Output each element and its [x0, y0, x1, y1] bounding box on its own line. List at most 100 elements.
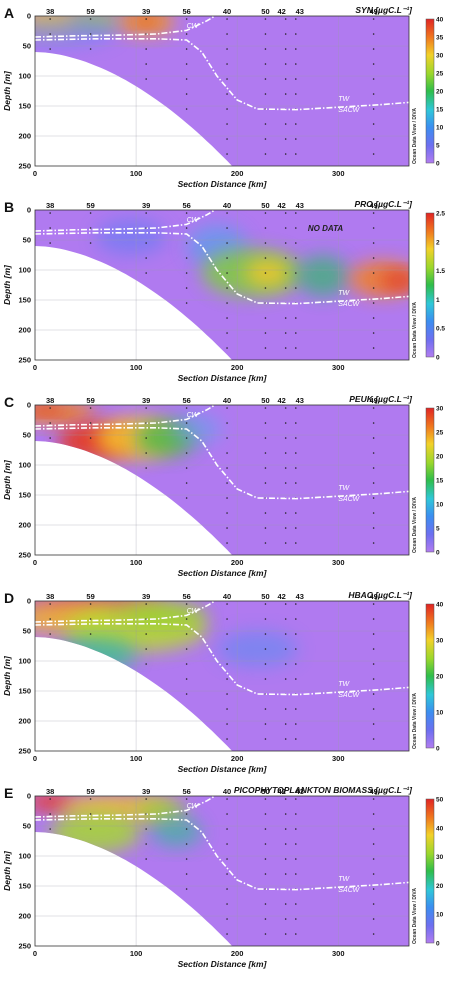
sample-point — [226, 497, 228, 499]
station-label: 42 — [278, 787, 286, 796]
sample-point — [284, 63, 287, 65]
y-tick-label: 200 — [18, 717, 31, 726]
colorbar — [425, 407, 435, 553]
sample-point — [264, 708, 267, 710]
x-axis-label: Section Distance [km] — [178, 764, 268, 774]
sample-point — [185, 93, 188, 95]
sample-point — [89, 828, 92, 830]
sample-point — [185, 272, 188, 274]
panel-title: HBAC [µgC.L⁻¹] — [348, 590, 413, 600]
sample-point — [185, 693, 188, 695]
sample-point — [145, 663, 147, 665]
sample-point — [89, 633, 92, 635]
sample-point — [284, 452, 287, 454]
sample-point — [49, 828, 51, 830]
sample-point — [294, 858, 297, 860]
colorbar-tick-label: 35 — [436, 35, 444, 42]
y-tick-label: 200 — [18, 521, 31, 530]
sample-point — [372, 287, 375, 289]
sample-point — [294, 918, 297, 920]
panel-letter: B — [4, 199, 14, 215]
cw-label: CW — [187, 217, 200, 224]
station-label: 39 — [142, 787, 150, 796]
cw-boundary — [34, 209, 216, 232]
sample-point — [372, 482, 375, 484]
sample-point — [145, 78, 147, 80]
panel-letter: E — [4, 785, 13, 801]
sample-point — [372, 723, 375, 725]
y-tick-label: 200 — [18, 326, 31, 335]
x-tick-label: 0 — [33, 558, 37, 567]
concentration-patch — [151, 817, 202, 847]
concentration-patch — [171, 414, 223, 444]
sample-point — [284, 678, 287, 680]
sample-point — [372, 437, 375, 439]
station-label: 39 — [142, 396, 150, 405]
sample-point — [294, 603, 297, 605]
sample-point — [294, 257, 297, 259]
sample-point — [372, 828, 375, 830]
sample-point — [185, 242, 188, 244]
station-label: 40 — [223, 787, 231, 796]
sample-point — [89, 212, 92, 214]
sample-point — [264, 78, 267, 80]
sample-point — [294, 227, 297, 229]
sample-point — [294, 933, 297, 935]
x-tick-label: 300 — [332, 363, 345, 372]
sample-point — [49, 407, 51, 409]
x-tick-label: 200 — [231, 558, 244, 567]
sacw-label: SACW — [338, 496, 360, 503]
sample-point — [226, 317, 228, 319]
sample-point — [226, 242, 228, 244]
sample-point — [226, 153, 228, 155]
panel-title: PEUK [µgC.L⁻¹] — [349, 394, 413, 404]
y-tick-label: 250 — [18, 942, 31, 951]
y-tick-label: 250 — [18, 551, 31, 560]
sample-point — [185, 497, 188, 499]
y-tick-label: 150 — [18, 491, 31, 500]
colorbar-tick-label: 30 — [436, 406, 444, 413]
sample-point — [89, 618, 92, 620]
station-labels: 38 59 39 56 40 50 42 43 49 — [46, 7, 378, 16]
sample-point — [185, 467, 188, 469]
sample-point — [226, 482, 228, 484]
sample-point — [294, 452, 297, 454]
sample-point — [145, 858, 147, 860]
x-tick-label: 0 — [33, 754, 37, 763]
sample-point — [264, 633, 267, 635]
sample-dots — [49, 407, 375, 544]
station-label: 49 — [369, 396, 377, 405]
colorbar-tick-label: 10 — [436, 710, 444, 717]
sample-point — [226, 738, 228, 740]
sample-point — [226, 212, 228, 214]
sample-point — [372, 527, 375, 529]
sample-point — [185, 618, 188, 620]
station-label: 50 — [261, 201, 269, 210]
concentration-patch — [125, 604, 207, 628]
x-tick-label: 100 — [130, 949, 143, 958]
sample-point — [185, 633, 188, 635]
sample-point — [264, 287, 267, 289]
sample-point — [226, 858, 228, 860]
sample-point — [264, 903, 267, 905]
y-tick-label: 100 — [18, 266, 31, 275]
credit-label: Ocean Data View / DIVA — [412, 693, 418, 749]
sample-point — [294, 678, 297, 680]
sample-point — [294, 242, 297, 244]
y-axis-label: Depth [m] — [2, 459, 12, 500]
sample-point — [89, 407, 92, 409]
station-label: 42 — [278, 201, 286, 210]
sample-point — [372, 452, 375, 454]
tw-sacw-boundary — [34, 427, 410, 500]
x-tick-label: 200 — [231, 949, 244, 958]
sample-point — [372, 512, 375, 514]
x-tick-label: 200 — [231, 363, 244, 372]
sample-point — [89, 48, 92, 50]
sample-point — [226, 828, 228, 830]
sample-point — [294, 48, 297, 50]
sample-point — [145, 63, 147, 65]
concentration-patch — [136, 799, 187, 823]
y-tick-label: 0 — [27, 206, 31, 215]
sample-point — [89, 813, 92, 815]
y-tick-label: 0 — [27, 792, 31, 801]
